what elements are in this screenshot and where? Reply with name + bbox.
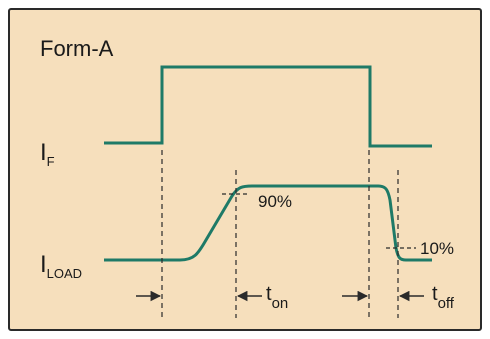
diagram-title: Form-A xyxy=(40,36,114,61)
input-signal-label: IF xyxy=(40,139,55,169)
t-off-main: t xyxy=(432,283,438,305)
input-signal-main: I xyxy=(40,139,47,166)
t-off-sub: off xyxy=(438,295,455,312)
input-signal-sub: F xyxy=(47,154,55,169)
load-signal-main: I xyxy=(40,251,47,278)
input-waveform xyxy=(104,65,432,148)
t-off-label: toff xyxy=(432,283,455,312)
t-on-label: ton xyxy=(266,283,288,312)
t-on-sub: on xyxy=(272,295,289,312)
load-signal-label: ILOAD xyxy=(40,251,82,281)
t-on-main: t xyxy=(266,283,272,305)
lower-level-label: 10% xyxy=(420,239,454,258)
upper-level-label: 90% xyxy=(258,192,292,211)
diagram-panel xyxy=(8,8,482,331)
load-signal-sub: LOAD xyxy=(47,266,82,281)
